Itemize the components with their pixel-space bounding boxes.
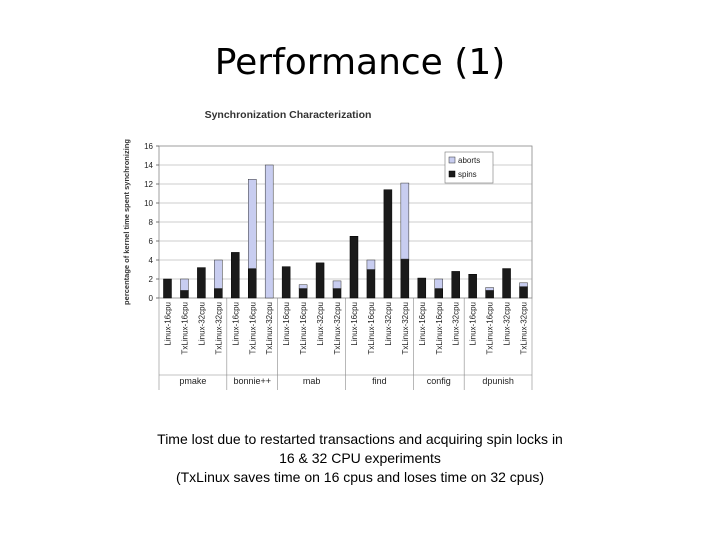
- bar-spins: [298, 288, 308, 299]
- bar-aborts: [400, 182, 410, 260]
- y-tick-label: 0: [149, 294, 154, 303]
- y-tick-label: 16: [144, 142, 153, 151]
- category-label: Linux-32cpu: [384, 302, 393, 346]
- category-label: Linux-32cpu: [503, 302, 512, 346]
- category-label: TxLinux-32cpu: [214, 302, 223, 354]
- bar-spins: [197, 267, 206, 299]
- bar-spins: [315, 262, 325, 299]
- group-label: find: [372, 376, 387, 386]
- y-tick-label: 6: [149, 237, 154, 246]
- category-label: Linux-16cpu: [231, 302, 240, 346]
- bar-aborts: [180, 278, 189, 291]
- category-label: TxLinux-32cpu: [520, 302, 529, 354]
- category-label: Linux-32cpu: [452, 302, 461, 346]
- y-tick-label: 12: [144, 180, 153, 189]
- legend-label-spins: spins: [458, 170, 477, 179]
- slide-caption: Time lost due to restarted transactions …: [60, 430, 660, 487]
- bar-spins: [434, 288, 443, 299]
- bar-spins: [281, 266, 291, 299]
- caption-line-1: Time lost due to restarted transactions …: [157, 431, 563, 447]
- y-tick-label: 14: [144, 161, 153, 170]
- slide-title: Performance (1): [214, 42, 506, 83]
- group-label: pmake: [179, 376, 206, 386]
- category-label: TxLinux-16cpu: [435, 302, 444, 354]
- category-label: TxLinux-16cpu: [367, 302, 376, 354]
- bar-aborts: [248, 179, 257, 269]
- bar-aborts: [519, 282, 528, 287]
- legend-swatch-aborts: [448, 156, 456, 164]
- bar-spins: [248, 268, 257, 299]
- bar-spins: [214, 288, 223, 299]
- bar-spins: [349, 236, 359, 299]
- category-label: Linux-32cpu: [316, 302, 325, 346]
- bar-spins: [231, 252, 240, 299]
- category-label: Linux-16cpu: [282, 302, 291, 346]
- bar-aborts: [298, 284, 308, 289]
- category-label: Linux-16cpu: [418, 302, 427, 346]
- category-label: TxLinux-16cpu: [180, 302, 189, 354]
- group-label: mab: [303, 376, 321, 386]
- bar-spins: [502, 268, 511, 299]
- bar-spins: [366, 269, 376, 299]
- bar-aborts: [366, 259, 376, 270]
- bar-spins: [400, 258, 410, 299]
- category-label: TxLinux-16cpu: [486, 302, 495, 354]
- y-tick-label: 2: [149, 275, 154, 284]
- chart-title: Synchronization Characterization: [205, 109, 372, 121]
- bar-aborts: [485, 287, 494, 291]
- legend-label-aborts: aborts: [458, 156, 480, 165]
- bar-spins: [468, 274, 477, 299]
- category-label: TxLinux-32cpu: [265, 302, 274, 354]
- category-label: TxLinux-16cpu: [299, 302, 308, 354]
- group-label: bonnie++: [233, 376, 271, 386]
- legend-swatch-spins: [448, 170, 456, 178]
- bar-aborts: [434, 278, 443, 289]
- bar-spins: [451, 271, 460, 299]
- bar-spins: [163, 278, 172, 299]
- y-tick-label: 4: [149, 256, 154, 265]
- bar-aborts: [332, 280, 342, 289]
- y-axis-label: percentage of kernel time spent synchron…: [122, 139, 131, 305]
- bar-spins: [383, 189, 393, 299]
- y-tick-label: 8: [149, 218, 154, 227]
- group-label: config: [427, 376, 451, 386]
- category-label: Linux-16cpu: [163, 302, 172, 346]
- bar-spins: [180, 290, 189, 299]
- y-tick-label: 10: [144, 199, 153, 208]
- bar-spins: [485, 290, 494, 299]
- chart-figure: Synchronization Characterization 0 2 4 6 8 10 1…: [118, 100, 538, 392]
- bar-spins: [519, 286, 528, 299]
- caption-line-3: (TxLinux saves time on 16 cpus and loses…: [175, 469, 545, 485]
- bar-aborts: [264, 164, 274, 299]
- caption-line-2: 16 & 32 CPU experiments: [279, 450, 441, 466]
- group-label: dpunish: [482, 376, 514, 386]
- synchronization-chart: Synchronization Characterization 0 2 4 6 8 10 1…: [122, 109, 533, 390]
- category-label: TxLinux-32cpu: [401, 302, 410, 354]
- category-label: Linux-16cpu: [469, 302, 478, 346]
- category-label: Linux-32cpu: [197, 302, 206, 346]
- category-label: TxLinux-32cpu: [333, 302, 342, 354]
- category-label: TxLinux-16cpu: [248, 302, 257, 354]
- bar-spins: [332, 288, 342, 299]
- category-label: Linux-16cpu: [350, 302, 359, 346]
- bar-aborts: [214, 259, 223, 289]
- bar-spins: [417, 277, 427, 299]
